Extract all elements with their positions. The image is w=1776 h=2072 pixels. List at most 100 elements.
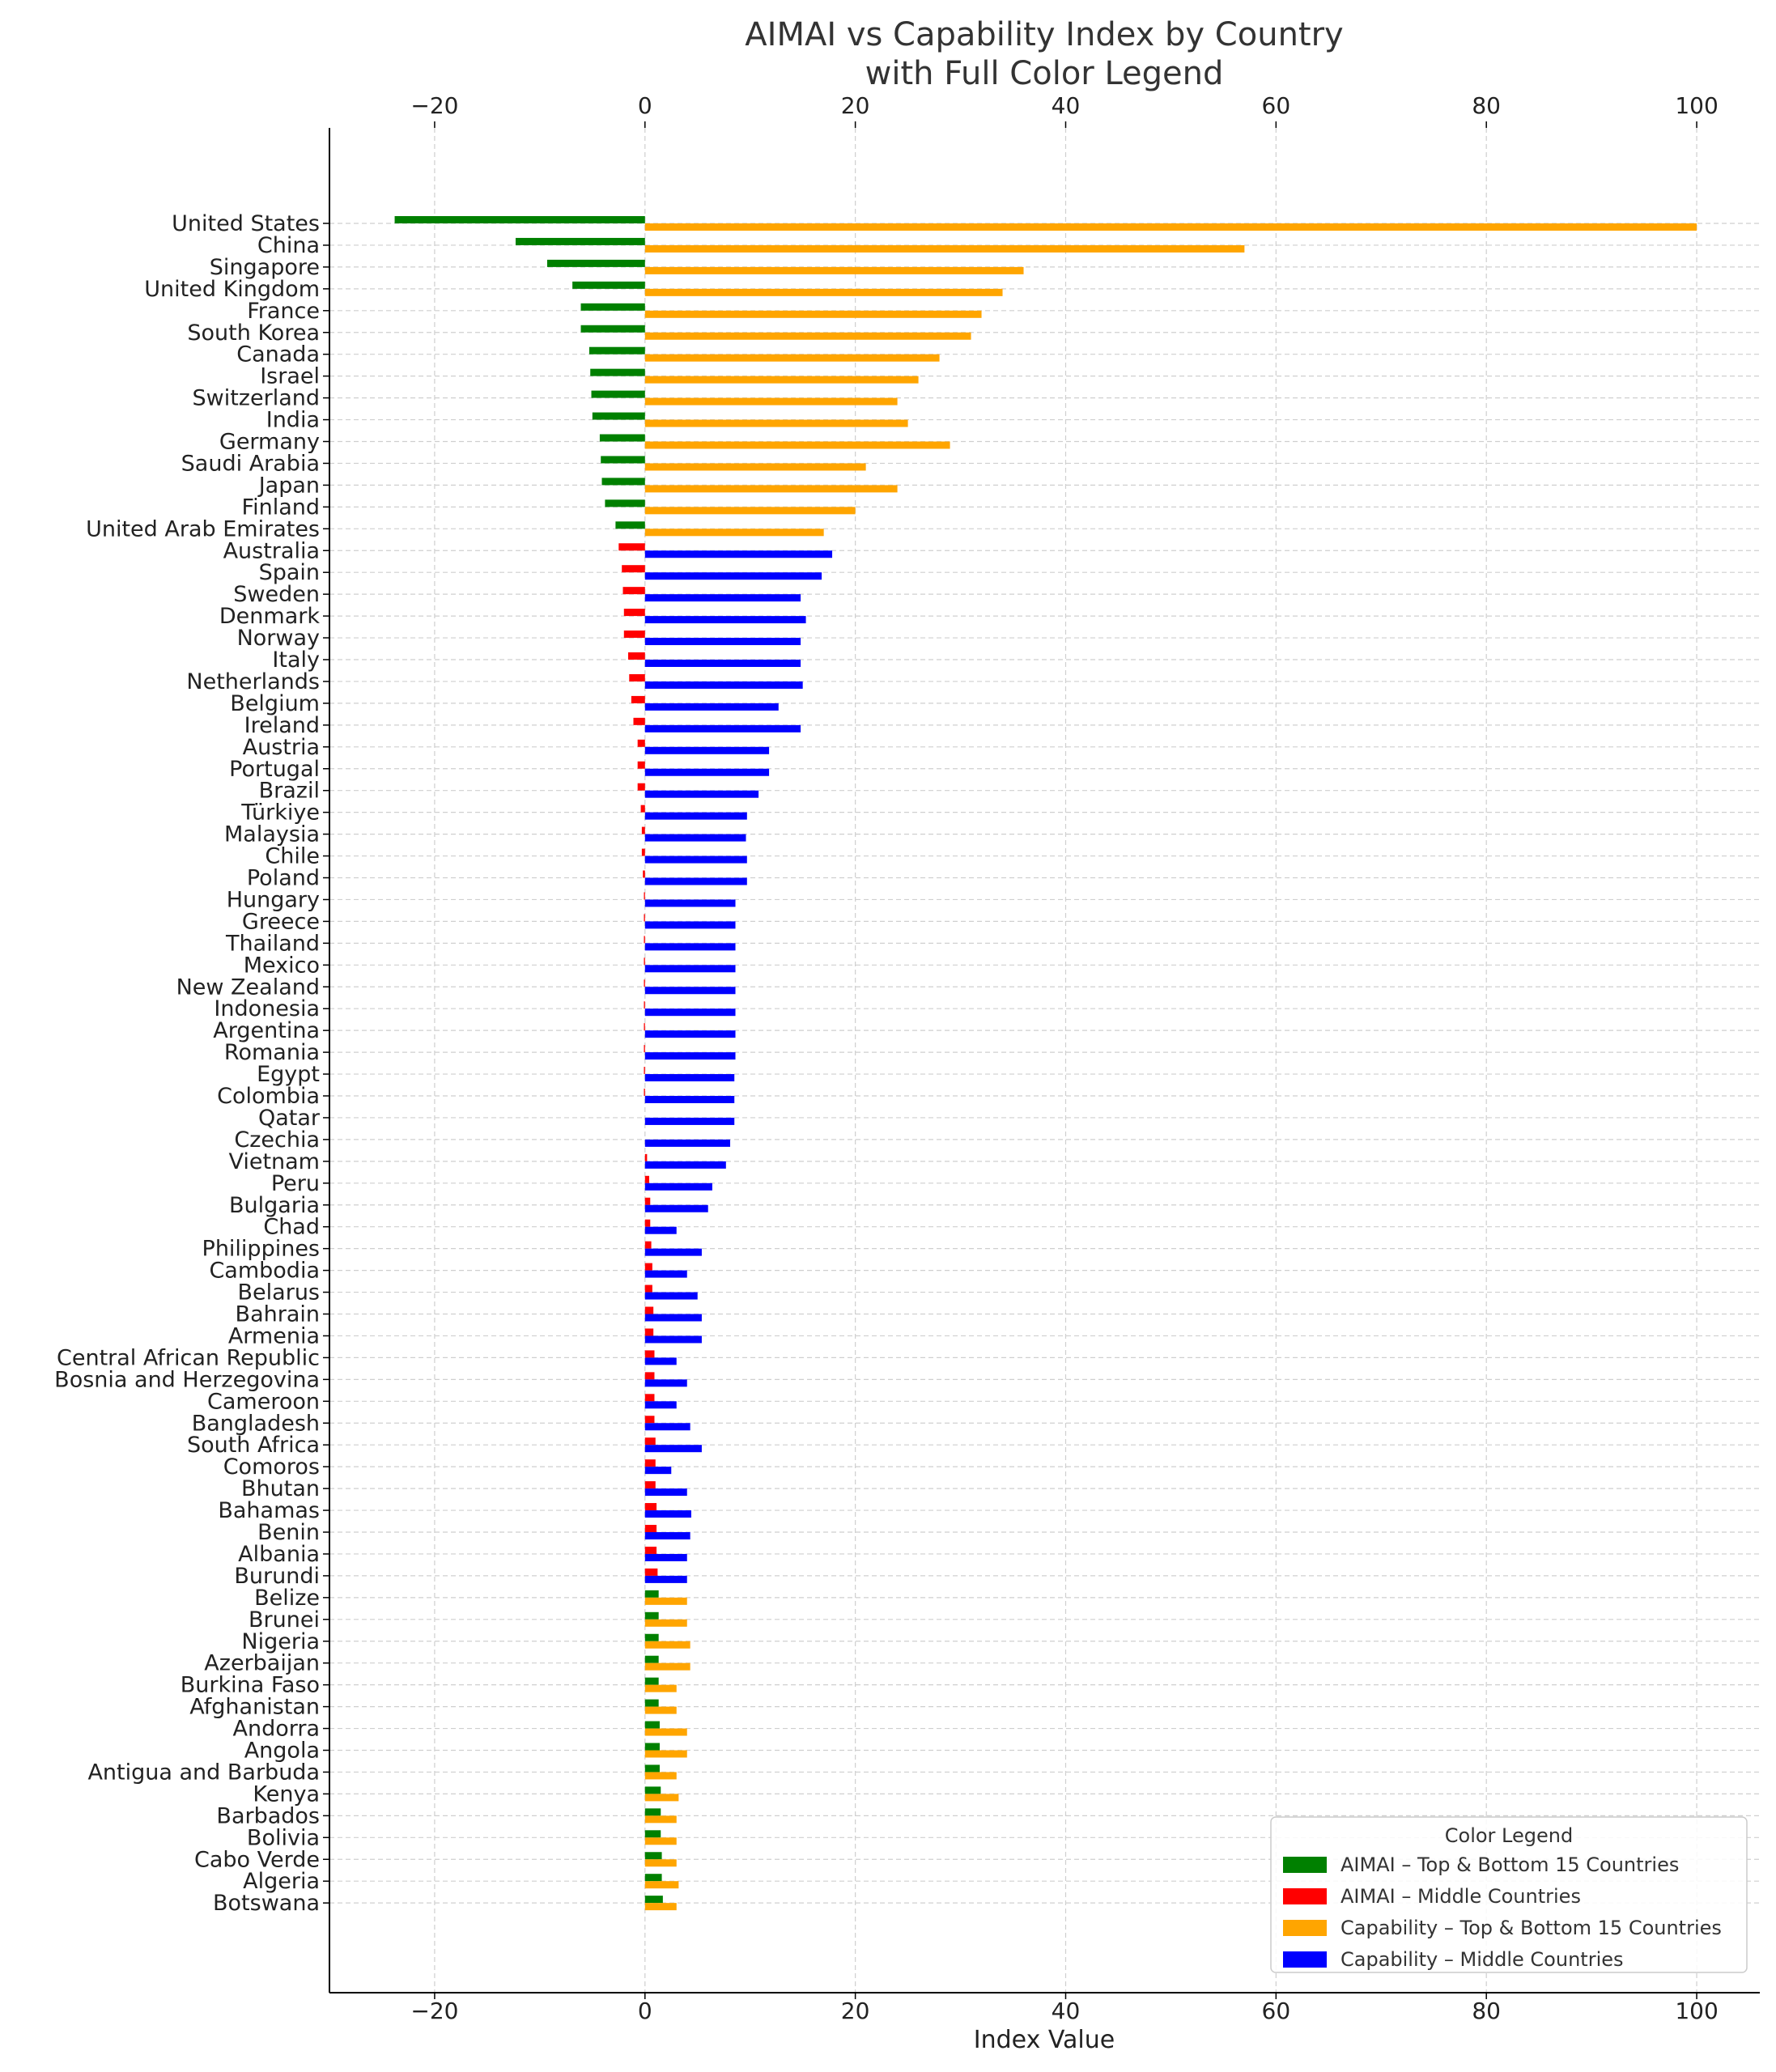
x-tick-label-top: 40 xyxy=(1052,92,1081,119)
country-label: Canada xyxy=(236,342,320,367)
country-label: United States xyxy=(172,211,320,236)
capability-bar xyxy=(644,1335,702,1344)
country-label: Norway xyxy=(237,626,320,651)
aimai-bar xyxy=(644,1764,660,1773)
country-label: Indonesia xyxy=(214,996,320,1021)
legend-entry-label: Capability – Top & Bottom 15 Countries xyxy=(1340,1917,1722,1939)
country-label: Switzerland xyxy=(193,386,321,411)
country-label: Armenia xyxy=(228,1323,320,1348)
country-label: Andorra xyxy=(232,1717,320,1742)
aimai-bar xyxy=(644,1394,655,1402)
aimai-bar xyxy=(644,1437,656,1446)
capability-bar xyxy=(644,1052,736,1060)
aimai-bar xyxy=(644,1350,655,1358)
country-label: Portugal xyxy=(229,757,320,782)
capability-bar xyxy=(644,288,1003,296)
country-label: Colombia xyxy=(217,1084,320,1109)
aimai-bar xyxy=(644,1830,661,1838)
capability-bar xyxy=(644,616,806,624)
capability-bar xyxy=(644,1815,677,1824)
legend-box xyxy=(1270,1816,1748,1973)
aimai-bar xyxy=(644,1459,656,1467)
capability-bar xyxy=(644,1837,677,1845)
capability-bar xyxy=(644,594,801,602)
country-label: Philippines xyxy=(202,1237,320,1262)
aimai-bar xyxy=(644,1874,662,1882)
capability-bar xyxy=(644,1182,712,1191)
country-label: Algeria xyxy=(243,1869,320,1894)
capability-bar xyxy=(644,724,801,732)
aimai-bar xyxy=(590,368,645,376)
country-label: Spain xyxy=(259,560,320,585)
capability-bar xyxy=(644,529,824,537)
aimai-bar xyxy=(644,1306,654,1314)
aimai-bar xyxy=(644,1503,657,1511)
aimai-bar xyxy=(601,478,645,486)
capability-bar xyxy=(644,1139,731,1147)
capability-bar xyxy=(644,441,950,449)
aimai-bar xyxy=(644,1896,663,1904)
capability-bar xyxy=(644,572,822,580)
capability-bar xyxy=(644,1401,677,1409)
country-label: Angola xyxy=(244,1739,320,1764)
capability-bar xyxy=(644,1903,677,1911)
capability-bar xyxy=(644,1074,735,1082)
aimai-bar xyxy=(637,739,645,747)
capability-bar xyxy=(644,397,898,405)
capability-bar xyxy=(644,244,1245,253)
country-label: Italy xyxy=(272,648,320,673)
country-label: Türkiye xyxy=(240,800,320,826)
aimai-bar xyxy=(599,434,645,442)
aimai-bar xyxy=(394,216,645,223)
x-tick-label-top: 60 xyxy=(1262,92,1291,119)
capability-bar xyxy=(644,1467,672,1475)
aimai-bar xyxy=(644,1655,659,1663)
capability-bar xyxy=(644,332,971,340)
aimai-bar xyxy=(644,1153,648,1161)
country-label: Vietnam xyxy=(228,1149,320,1174)
aimai-bar xyxy=(623,609,645,617)
aimai-bar xyxy=(644,1525,657,1532)
capability-bar xyxy=(644,550,833,558)
aimai-bar xyxy=(588,346,645,355)
aimai-bar xyxy=(644,1241,652,1249)
capability-bar xyxy=(644,1161,726,1169)
country-label: South Korea xyxy=(187,321,320,346)
x-tick-label-bottom: 20 xyxy=(841,1998,870,2024)
country-label: Burkina Faso xyxy=(181,1673,320,1698)
aimai-bar xyxy=(644,1699,659,1707)
aimai-bar xyxy=(644,1263,652,1271)
aimai-bar xyxy=(601,456,645,464)
aimai-bar xyxy=(580,303,645,311)
capability-bar xyxy=(644,485,898,493)
capability-bar xyxy=(644,310,982,318)
capability-bar xyxy=(644,266,1024,274)
capability-bar xyxy=(644,354,940,362)
country-label: Brunei xyxy=(249,1607,320,1633)
country-label: Cameroon xyxy=(207,1389,320,1414)
country-label: Chile xyxy=(265,844,320,869)
country-label: Comoros xyxy=(223,1454,320,1480)
capability-bar xyxy=(644,703,779,711)
capability-bar xyxy=(644,1553,687,1561)
x-tick-label-bottom: 100 xyxy=(1675,1998,1718,2024)
capability-bar xyxy=(644,1488,687,1497)
country-label: Cambodia xyxy=(209,1259,320,1284)
capability-bar xyxy=(644,1292,698,1300)
country-label: Antigua and Barbuda xyxy=(87,1760,320,1785)
aimai-bar xyxy=(623,631,645,639)
country-label: New Zealand xyxy=(176,974,320,1000)
country-label: Bhutan xyxy=(241,1476,320,1501)
capability-bar xyxy=(644,1575,687,1583)
capability-bar xyxy=(644,921,736,929)
x-tick-label-top: −20 xyxy=(410,92,458,119)
aimai-bar xyxy=(644,1328,654,1336)
capability-bar xyxy=(644,1532,690,1539)
aimai-bar xyxy=(644,1197,651,1205)
legend-swatch xyxy=(1283,1888,1327,1904)
x-axis-bottom: −20 0 20 40 60 80 100 xyxy=(410,1993,1719,2024)
capability-bar xyxy=(644,1117,735,1125)
country-label: Israel xyxy=(260,364,320,389)
capability-bar xyxy=(644,1772,677,1780)
x-axis-top: −20 0 20 40 60 80 100 xyxy=(410,92,1719,128)
